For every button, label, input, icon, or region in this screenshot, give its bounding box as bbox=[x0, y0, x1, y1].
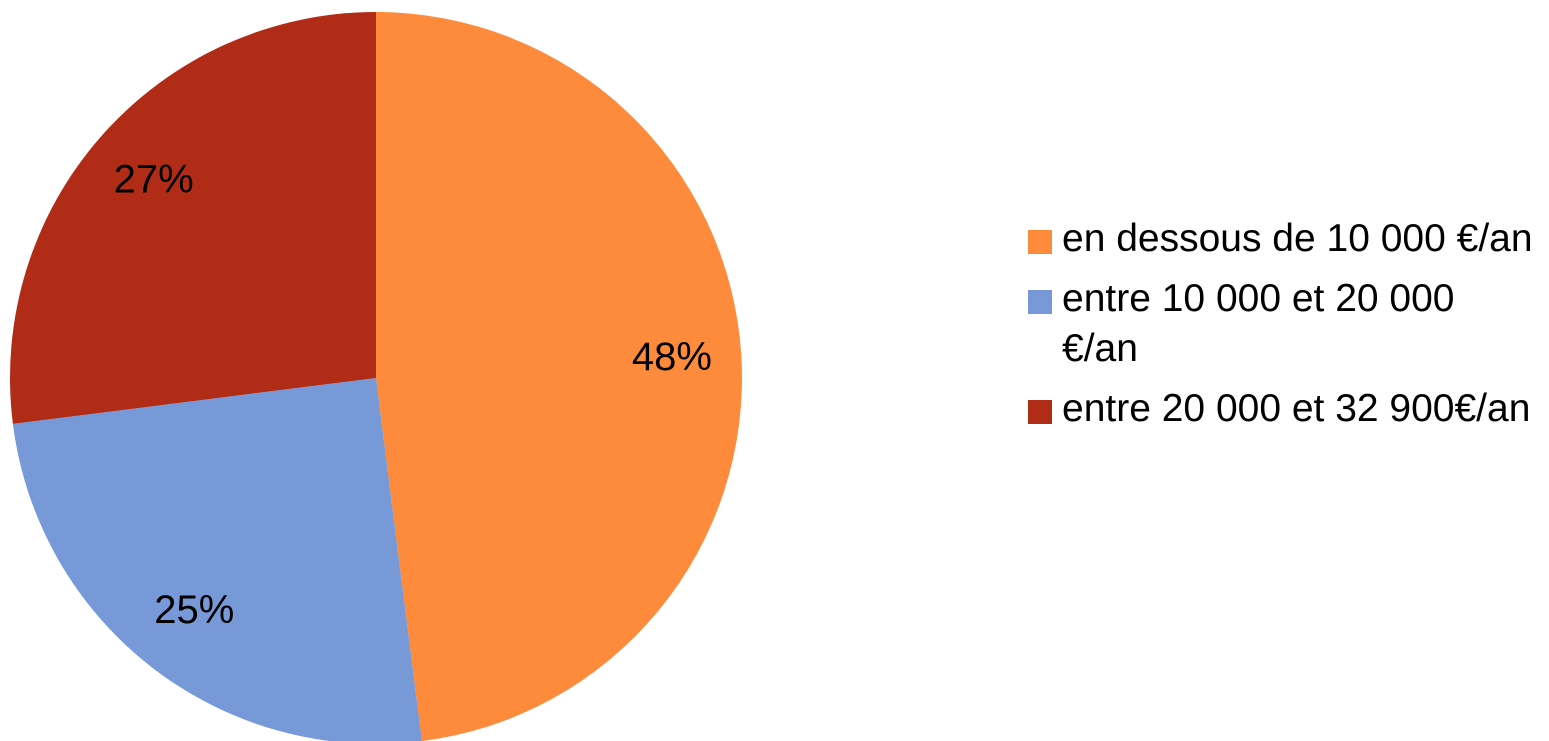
data-label: 48% bbox=[632, 335, 712, 379]
legend-item: entre 10 000 et 20 000 €/an bbox=[1028, 274, 1538, 374]
data-label: 27% bbox=[114, 158, 194, 202]
legend-label: entre 10 000 et 20 000 €/an bbox=[1062, 277, 1455, 370]
legend-item: en dessous de 10 000 €/an bbox=[1028, 214, 1538, 264]
pie-slice bbox=[12, 378, 422, 741]
legend: en dessous de 10 000 €/an entre 10 000 et… bbox=[1028, 214, 1538, 444]
legend-swatch bbox=[1028, 230, 1052, 254]
pie-slice bbox=[9, 12, 376, 424]
data-label: 25% bbox=[154, 588, 234, 632]
legend-item: entre 20 000 et 32 900€/an bbox=[1028, 384, 1538, 434]
legend-label: en dessous de 10 000 €/an bbox=[1062, 217, 1533, 260]
pie-slice bbox=[376, 12, 742, 741]
legend-swatch bbox=[1028, 290, 1052, 314]
legend-label: entre 20 000 et 32 900€/an bbox=[1062, 387, 1531, 430]
legend-swatch bbox=[1028, 400, 1052, 424]
